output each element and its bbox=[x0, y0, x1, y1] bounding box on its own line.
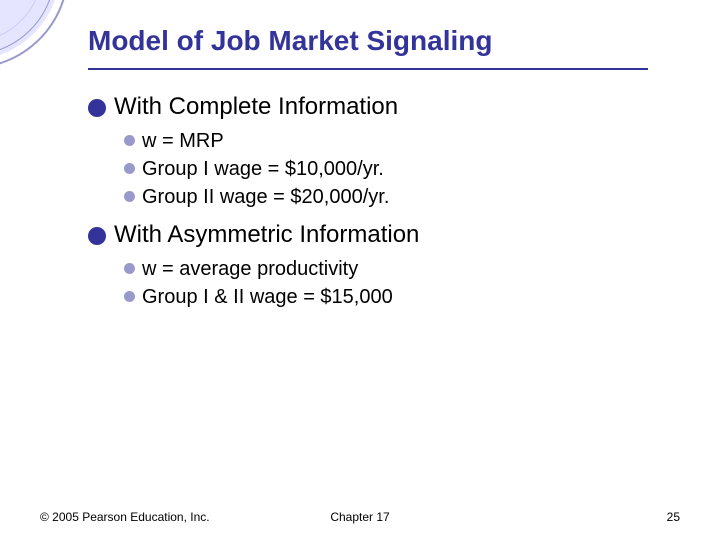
footer-page-number: 25 bbox=[667, 510, 680, 524]
section-2-items: w = average productivity Group I & II wa… bbox=[124, 256, 688, 310]
list-item-text: Group I wage = $10,000/yr. bbox=[142, 156, 384, 182]
title-underline bbox=[88, 68, 648, 70]
list-item-text: Group II wage = $20,000/yr. bbox=[142, 184, 389, 210]
list-item-text: w = MRP bbox=[142, 128, 224, 154]
circle-bullet-icon bbox=[124, 291, 135, 302]
section-1-items: w = MRP Group I wage = $10,000/yr. Group… bbox=[124, 128, 688, 210]
section-heading-1: With Complete Information bbox=[88, 92, 688, 122]
list-item: w = average productivity bbox=[124, 256, 688, 282]
list-item: Group I & II wage = $15,000 bbox=[124, 284, 688, 310]
section-heading-2: With Asymmetric Information bbox=[88, 220, 688, 250]
footer-copyright: © 2005 Pearson Education, Inc. bbox=[40, 510, 210, 524]
slide-body: Model of Job Market Signaling With Compl… bbox=[88, 24, 688, 320]
corner-decoration bbox=[0, 0, 90, 90]
list-item: w = MRP bbox=[124, 128, 688, 154]
circle-bullet-icon bbox=[124, 191, 135, 202]
circle-bullet-icon bbox=[124, 135, 135, 146]
slide-title: Model of Job Market Signaling bbox=[88, 24, 688, 68]
disc-bullet-icon bbox=[88, 99, 106, 117]
circle-bullet-icon bbox=[124, 163, 135, 174]
section-heading-text: With Asymmetric Information bbox=[114, 220, 419, 250]
list-item: Group II wage = $20,000/yr. bbox=[124, 184, 688, 210]
list-item: Group I wage = $10,000/yr. bbox=[124, 156, 688, 182]
list-item-text: w = average productivity bbox=[142, 256, 358, 282]
section-heading-text: With Complete Information bbox=[114, 92, 398, 122]
circle-bullet-icon bbox=[124, 263, 135, 274]
footer-chapter: Chapter 17 bbox=[330, 510, 389, 524]
list-item-text: Group I & II wage = $15,000 bbox=[142, 284, 393, 310]
disc-bullet-icon bbox=[88, 227, 106, 245]
slide-footer: © 2005 Pearson Education, Inc. Chapter 1… bbox=[0, 510, 720, 524]
